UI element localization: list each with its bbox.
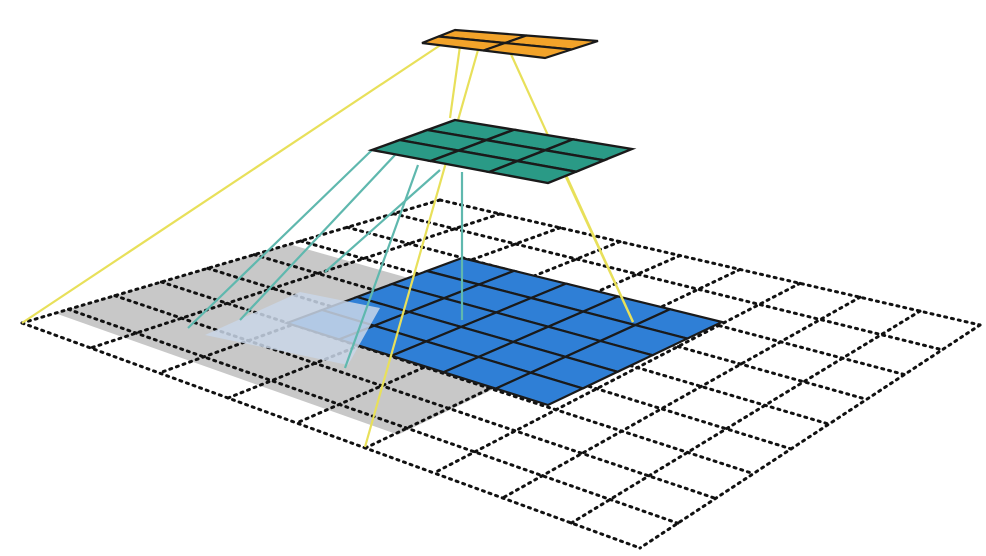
base-grid-line-u — [20, 198, 442, 325]
connector-yellow-line — [21, 39, 449, 324]
teal-cell — [484, 159, 581, 185]
top-layer-grid — [421, 28, 599, 60]
base-grid-line-v — [392, 212, 944, 352]
base-grid-line-u — [569, 309, 922, 525]
overlap-light-region — [205, 292, 380, 365]
connector-teal-line — [239, 154, 396, 321]
connector-yellow-line — [564, 174, 634, 323]
base-grid-line-v — [20, 321, 642, 550]
connector-teal-line — [343, 164, 420, 369]
connector-yellow-line — [363, 49, 480, 448]
connector-lines — [21, 39, 635, 448]
base-grid-line-u — [363, 267, 742, 450]
blue-cell — [492, 371, 586, 407]
connector-teal-line — [324, 169, 441, 273]
base-grid-line-v — [438, 198, 982, 327]
base-grid-line-u — [89, 212, 502, 350]
connector-yellow-line — [448, 45, 462, 119]
base-grid-line-u — [638, 323, 982, 550]
orange-cell — [483, 41, 572, 60]
base-grid-line-u — [501, 295, 862, 500]
base-grid-line-u — [432, 281, 802, 475]
middle-layer-grid — [367, 118, 637, 185]
base-grid-line-v — [113, 294, 718, 500]
overlap-region — [205, 292, 380, 365]
connector-teal-line — [187, 149, 373, 329]
